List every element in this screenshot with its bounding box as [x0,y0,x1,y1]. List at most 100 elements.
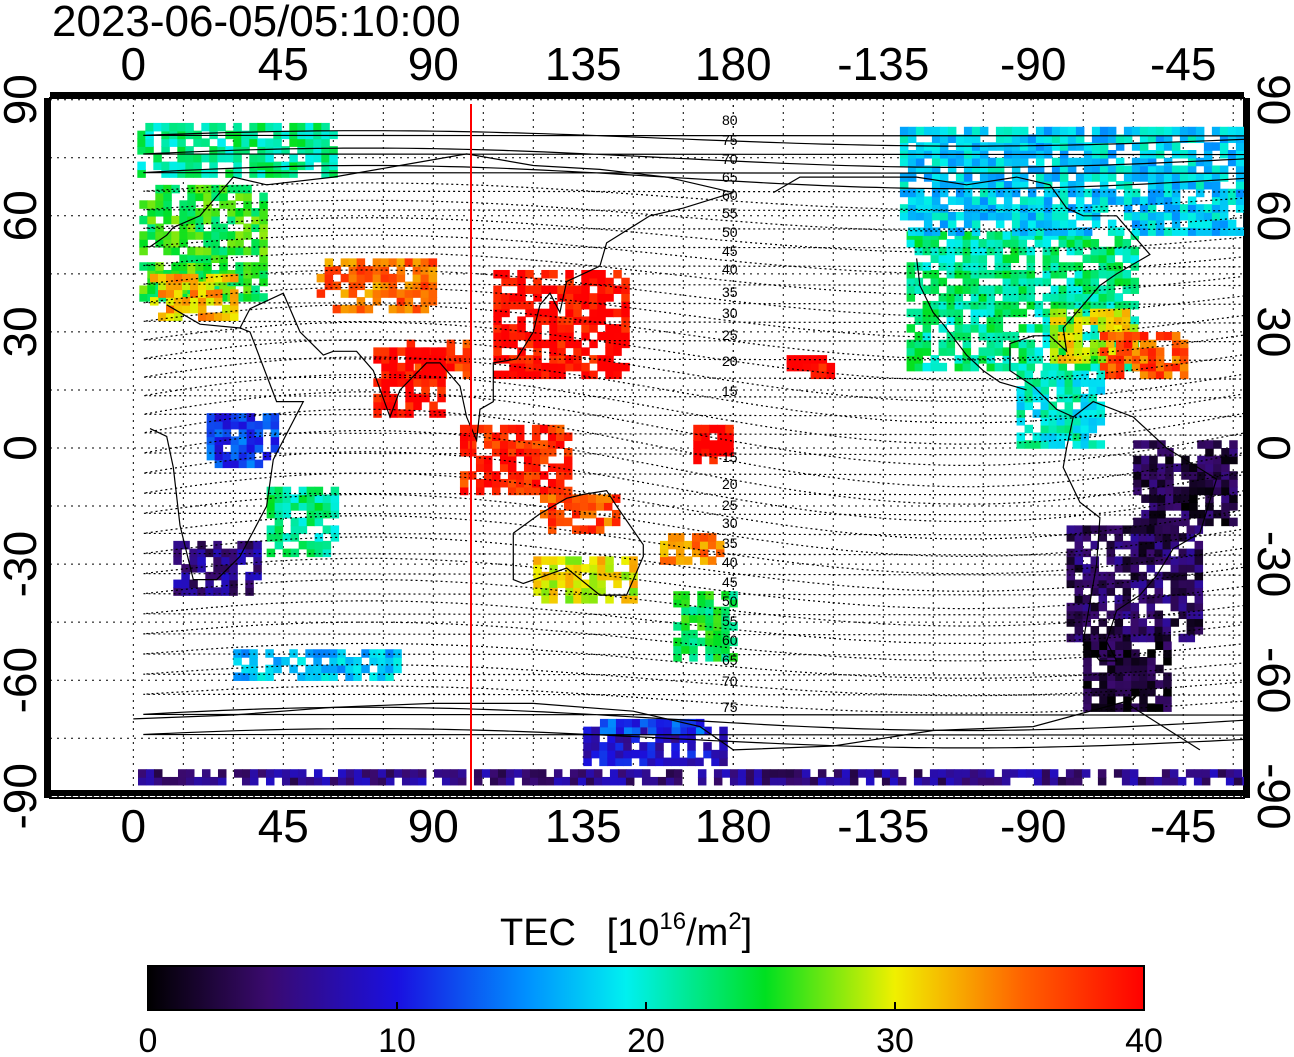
tec-cell [1098,246,1108,256]
tec-cell [1083,188,1093,198]
tec-cell [181,579,190,589]
tec-cell [531,448,541,457]
tec-cell [1211,227,1221,236]
tec-cell [1281,162,1290,171]
tec-cell [1115,165,1125,174]
contour-label: 50 [722,224,738,240]
tec-cell [1115,362,1125,372]
tec-cell [701,424,710,434]
top-tick-bar [50,92,1244,98]
tec-cell [241,649,250,658]
tec-cell [1130,254,1140,263]
tec-cell [987,180,997,190]
tec-cell [1066,285,1076,294]
tec-cell [201,153,210,163]
tec-cell [149,297,159,306]
tec-cell [1171,331,1181,341]
tec-cell [615,757,624,767]
tec-cell [539,424,549,434]
tec-cell [1169,776,1179,786]
tec-cell [1083,142,1093,151]
tec-cell [971,157,981,167]
tec-cell [1146,548,1156,558]
tec-cell [430,347,440,356]
tec-cell [533,339,542,349]
tec-cell [986,316,996,325]
tec-cell [691,533,701,542]
tec-cell [221,556,230,565]
colorbar-tick-label: 40 [1125,1022,1163,1057]
tec-cell [955,180,965,190]
tec-cell [709,440,718,449]
tec-cell [483,432,493,442]
tec-cell [266,509,276,519]
tec-cell [1074,300,1084,310]
tec-cell [986,339,996,349]
tec-cell [1051,219,1061,229]
tec-cell [1018,293,1028,302]
tec-cell [1139,347,1149,356]
tec-cell [483,463,493,472]
tec-cell [1123,664,1132,674]
tec-cell [963,126,973,136]
tec-cell [921,776,931,786]
tec-cell [254,428,264,438]
tec-cell [954,285,964,294]
tec-cell [961,769,971,778]
tec-cell [979,180,989,190]
tec-cell [1042,339,1052,349]
tec-cell [547,440,557,449]
tec-cell [1123,134,1133,144]
tec-cell [314,548,324,558]
tec-cell [826,370,836,380]
tec-cell [1026,285,1036,294]
tec-cell [1018,339,1028,349]
tec-cell [1169,769,1179,778]
tec-cell [1163,204,1173,213]
tec-cell [179,231,188,240]
tec-cell [509,277,518,287]
tec-cell [906,324,916,333]
tec-cell [962,347,972,356]
tec-cell [1123,641,1132,650]
tec-cell [978,285,988,294]
tec-cell [1133,486,1142,496]
tec-cell [171,239,180,248]
tec-cell [946,293,956,302]
tec-cell [457,776,467,786]
coastline [133,691,1201,751]
tec-cell [1194,626,1204,635]
tec-cell [1114,633,1124,643]
tec-cell [713,637,722,647]
tec-cell [555,517,565,527]
tec-cell [599,749,608,759]
tec-cell [1001,769,1011,778]
tec-cell [1066,316,1076,325]
tec-cell [581,269,590,279]
tec-cell [1162,595,1172,604]
tec-cell [1122,602,1132,612]
tec-cell [1098,587,1108,596]
tec-cell [1073,316,1083,325]
tec-cell [1089,347,1099,356]
tec-cell [273,122,282,132]
tec-cell [1088,393,1098,403]
tec-cell [939,134,949,144]
tec-cell [1090,285,1100,294]
tec-cell [322,502,332,511]
tec-cell [675,548,685,558]
right-lat-tick: 0 [1248,435,1294,461]
tec-cell [1066,618,1076,627]
tec-cell [721,614,730,623]
tec-cell [289,664,298,674]
tec-cell [1195,126,1205,136]
tec-cell [713,776,723,786]
tec-cell [549,587,558,596]
tec-cell [617,769,627,778]
tec-cell [195,231,204,240]
tec-cell [569,769,579,778]
tec-cell [197,297,207,306]
tec-cell [899,157,909,167]
tec-cell [565,308,574,318]
tec-cell [785,769,795,778]
